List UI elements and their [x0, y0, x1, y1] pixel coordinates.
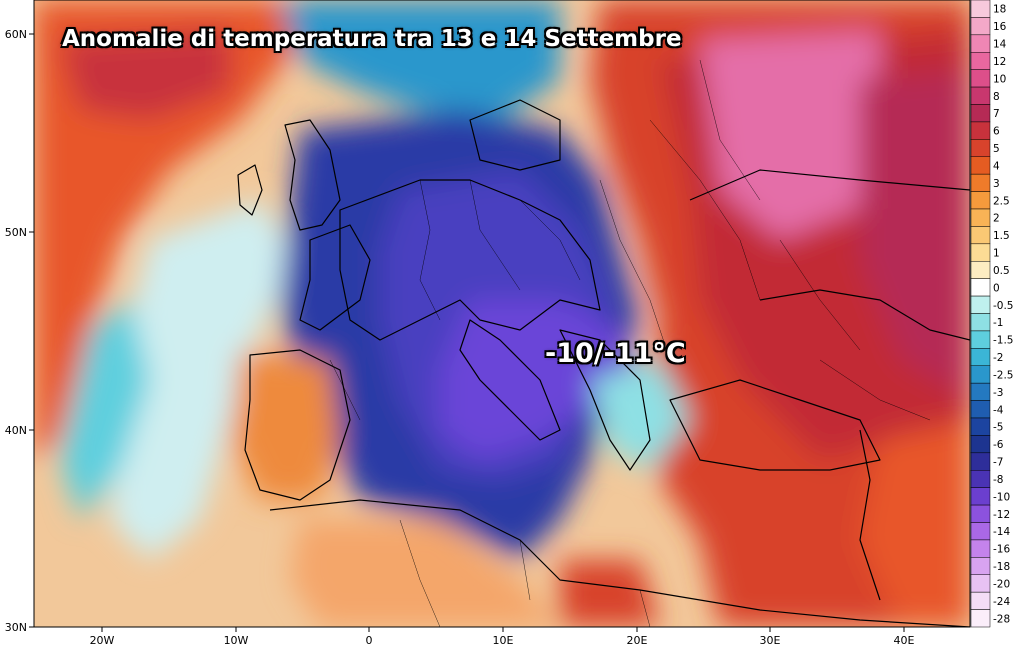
- lat-label: 30N: [5, 621, 27, 634]
- lat-label: 50N: [5, 226, 27, 239]
- legend-swatch: [970, 452, 991, 471]
- legend-swatch: [970, 365, 991, 384]
- legend-label: -7: [993, 457, 1003, 469]
- legend-swatch: [970, 574, 991, 593]
- legend-swatch: [970, 504, 991, 523]
- legend-swatch: [970, 470, 991, 488]
- legend-swatch: [970, 278, 991, 297]
- anomaly-field: [34, 0, 970, 627]
- legend-label: 0: [993, 282, 1000, 294]
- legend-label: 1: [993, 248, 1000, 260]
- legend-label: -14: [993, 526, 1010, 538]
- legend-swatch: [970, 208, 991, 227]
- legend-swatch: [970, 609, 991, 628]
- legend-swatch: [970, 313, 991, 332]
- legend-label: 6: [993, 126, 1000, 138]
- legend-label: -28: [993, 613, 1010, 625]
- legend-label: -6: [993, 439, 1004, 451]
- legend-label: -12: [993, 509, 1010, 521]
- legend-label: 4: [993, 160, 1000, 172]
- legend-swatch: [970, 348, 991, 367]
- legend-label: -8: [993, 474, 1003, 486]
- legend-label: 16: [993, 21, 1007, 33]
- lon-label: 0: [366, 634, 373, 647]
- legend-swatch: [970, 0, 991, 18]
- legend-label: -2: [993, 352, 1003, 364]
- legend-label: -1.5: [993, 335, 1014, 347]
- legend-swatch: [970, 417, 991, 436]
- legend-swatch: [970, 139, 991, 157]
- legend-swatch: [970, 191, 991, 210]
- colorbar-legend: 18 16 14 12 10 8 7 6 5 4 3 2.5 2 1.5 1 0.5 0 -0.5 -1 -1.5 -2…: [970, 0, 1014, 628]
- legend-swatch: [970, 104, 991, 123]
- legend-swatch: [970, 435, 991, 454]
- legend-label: -4: [993, 404, 1004, 416]
- legend-label: -2.5: [993, 369, 1014, 381]
- legend-label: -18: [993, 561, 1010, 573]
- legend-swatch: [970, 591, 991, 610]
- legend-swatch: [970, 295, 991, 314]
- legend-swatch: [970, 557, 991, 575]
- legend-swatch: [970, 261, 991, 279]
- legend-swatch: [970, 330, 991, 349]
- legend-label: 3: [993, 178, 1000, 190]
- axis-ticks: [29, 33, 905, 632]
- lon-label: 10W: [224, 634, 249, 647]
- lon-label: 20W: [90, 634, 115, 647]
- latitude-labels: 60N 50N 40N 30N: [5, 28, 27, 634]
- legend-label: 18: [993, 4, 1006, 16]
- legend-swatch: [970, 539, 991, 558]
- lon-label: 20E: [627, 634, 648, 647]
- legend-swatch: [970, 226, 991, 245]
- legend-label: 10: [993, 73, 1006, 85]
- legend-label: -16: [993, 544, 1010, 556]
- legend-label: 14: [993, 39, 1007, 51]
- legend-swatch: [970, 382, 991, 401]
- legend-label: 2: [993, 213, 1000, 225]
- legend-label: -20: [993, 578, 1010, 590]
- legend-swatch: [970, 34, 991, 53]
- legend-label: -10: [993, 491, 1010, 503]
- lat-label: 60N: [5, 28, 27, 41]
- legend-label: -1: [993, 317, 1003, 329]
- legend-swatch: [970, 69, 991, 88]
- map-title: Anomalie di temperatura tra 13 e 14 Sett…: [62, 26, 682, 52]
- lon-label: 40E: [894, 634, 915, 647]
- legend-swatch: [970, 86, 991, 105]
- legend-swatch: [970, 121, 991, 140]
- plot-frame: [33, 0, 971, 628]
- legend-label: 1.5: [993, 230, 1010, 242]
- legend-label: -24: [993, 596, 1010, 608]
- legend-swatch: [970, 17, 991, 36]
- legend-label: 2.5: [993, 195, 1010, 207]
- legend-swatch: [970, 243, 991, 262]
- legend-swatch: [970, 156, 991, 175]
- anomaly-callout: -10/-11°C: [545, 338, 686, 369]
- legend-swatch: [970, 400, 991, 419]
- legend-label: 12: [993, 56, 1006, 68]
- legend-swatch: [970, 522, 991, 541]
- legend-label: 7: [993, 108, 1000, 120]
- legend-label: 0.5: [993, 265, 1010, 277]
- legend-label: -0.5: [993, 300, 1014, 312]
- lat-label: 40N: [5, 424, 27, 437]
- legend-label: 5: [993, 143, 1000, 155]
- legend-label: 8: [993, 91, 1000, 103]
- legend-label: -3: [993, 387, 1003, 399]
- legend-swatch: [970, 52, 991, 70]
- coastlines: [237, 99, 970, 627]
- longitude-labels: 20W 10W 0 10E 20E 30E 40E: [90, 634, 915, 647]
- country-borders: [329, 59, 931, 627]
- legend-swatch: [970, 487, 991, 506]
- legend-swatch: [970, 173, 991, 192]
- lon-label: 10E: [493, 634, 514, 647]
- legend-label: -5: [993, 422, 1003, 434]
- lon-label: 30E: [760, 634, 781, 647]
